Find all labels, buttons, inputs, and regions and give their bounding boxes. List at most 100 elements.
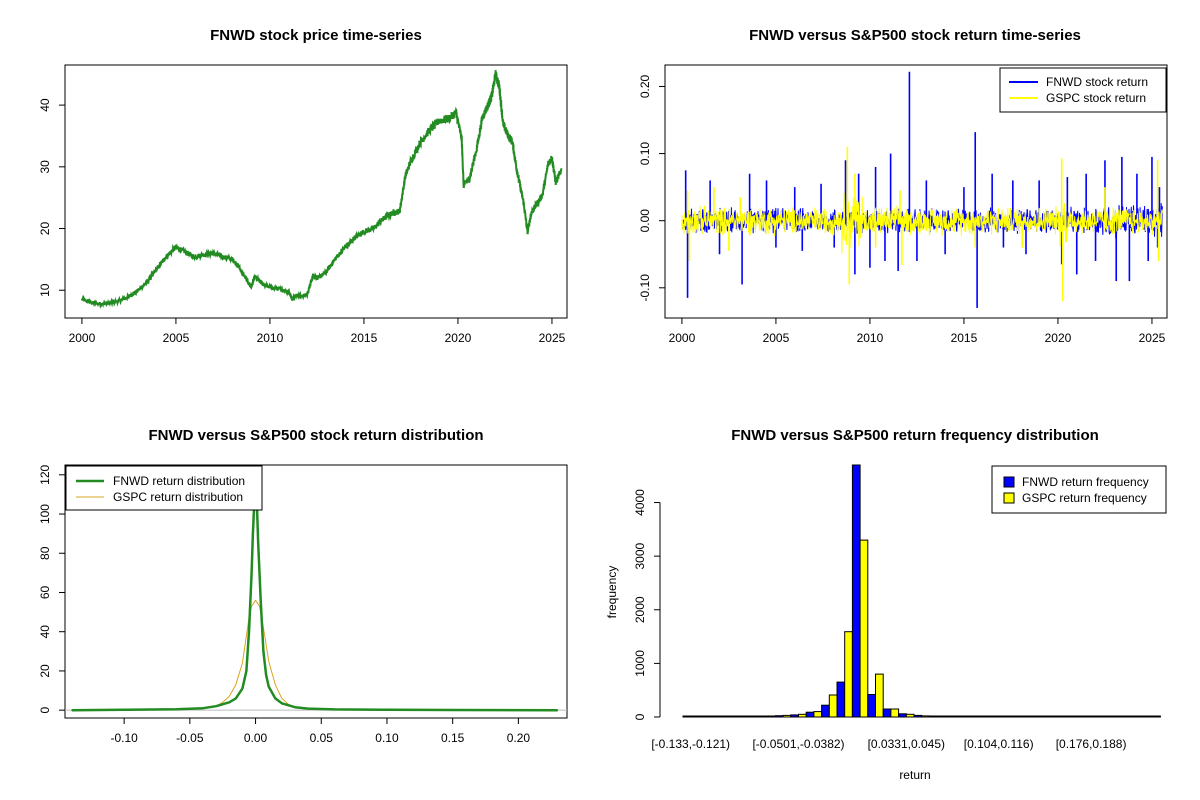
- gspc-frequency-bar: [813, 711, 823, 718]
- x-tick-label: 2015: [351, 331, 378, 345]
- gspc-frequency-bar: [982, 715, 992, 718]
- return-timeseries-title: FNWD versus S&P500 stock return time-ser…: [749, 27, 1081, 44]
- fnwd-frequency-bar: [928, 715, 938, 718]
- x-tick-label: 2020: [1045, 331, 1072, 345]
- return-density-title: FNWD versus S&P500 stock return distribu…: [148, 427, 483, 444]
- y-tick-label: 0.00: [638, 209, 652, 233]
- gspc-frequency-bar: [828, 694, 838, 718]
- gspc-frequency-bar: [905, 713, 915, 718]
- frequency-histogram-x-axis: [-0.133,-0.121) [-0.0501,-0.0382) [0.0331,…: [651, 737, 1126, 751]
- y-tick-label: 3000: [633, 542, 647, 569]
- gspc-frequency-bar: [767, 715, 776, 718]
- fnwd-frequency-bar: [959, 715, 969, 718]
- x-tick-label: 0.20: [507, 731, 531, 745]
- y-tick-label: 10: [38, 283, 52, 297]
- fnwd-frequency-bar: [1113, 715, 1123, 718]
- gspc-frequency-bar: [721, 715, 730, 718]
- legend-gspc-frequency-label: GSPC return frequency: [1022, 491, 1147, 505]
- x-tick-label: 2020: [445, 331, 472, 345]
- fnwd-frequency-bar: [713, 715, 722, 718]
- y-tick-label: 0: [38, 706, 52, 713]
- fnwd-frequency-bar: [975, 715, 984, 718]
- gspc-frequency-bar: [736, 715, 746, 718]
- fnwd-frequency-bar: [1067, 715, 1077, 718]
- x-tick-label: 2025: [539, 331, 566, 345]
- frequency-histogram-panel: FNWD versus S&P500 return frequency dist…: [605, 427, 1167, 782]
- gspc-frequency-bar: [1075, 715, 1084, 718]
- gspc-frequency-bar: [1152, 715, 1161, 718]
- return-density-x-axis: -0.10 -0.05 0.00 0.05 0.10 0.15 0.20: [110, 717, 531, 745]
- fnwd-frequency-bar: [805, 711, 815, 718]
- return-timeseries-x-axis: 2000 2005 2010 2015 2020 2025: [669, 317, 1166, 345]
- gspc-frequency-bar: [1029, 715, 1038, 718]
- fnwd-frequency-bar: [774, 715, 784, 718]
- y-tick-label: 80: [38, 546, 52, 560]
- y-tick-label: 120: [38, 464, 52, 484]
- legend-fnwd-frequency-label: FNWD return frequency: [1022, 475, 1149, 489]
- fnwd-frequency-bar: [990, 715, 1000, 718]
- x-tick-label: 2005: [763, 331, 790, 345]
- gspc-frequency-bar: [690, 715, 699, 718]
- y-tick-label: 20: [38, 664, 52, 678]
- price-chart-y-axis: 10 20 30 40: [38, 98, 66, 297]
- fnwd-price-line: [80, 70, 563, 309]
- return-density-legend: FNWD return distribution GSPC return dis…: [65, 465, 263, 511]
- gspc-frequency-bar: [936, 715, 946, 718]
- x-tick-label: -0.10: [110, 731, 138, 745]
- x-tick-label: [-0.0501,-0.0382): [752, 737, 844, 751]
- y-tick-label: 2000: [633, 596, 647, 623]
- y-tick-label: 100: [38, 504, 52, 524]
- fnwd-frequency-bar: [867, 694, 876, 718]
- gspc-frequency-bar: [890, 708, 900, 718]
- fnwd-frequency-bar: [898, 713, 907, 718]
- frequency-histogram-plot-area: [682, 464, 1161, 718]
- gspc-frequency-bar: [921, 715, 930, 718]
- fnwd-frequency-bar: [1036, 715, 1046, 718]
- x-tick-label: [0.104,0.116): [964, 737, 1034, 751]
- gspc-frequency-bar: [998, 715, 1007, 718]
- fnwd-frequency-bar: [759, 715, 769, 718]
- x-tick-label: 0.05: [310, 731, 334, 745]
- fnwd-frequency-bar: [913, 714, 923, 718]
- frequency-histogram-y-label: frequency: [605, 566, 619, 619]
- return-timeseries-y-axis: -0.10 0.00 0.10 0.20: [638, 74, 666, 301]
- fnwd-frequency-bar: [1005, 715, 1015, 718]
- x-tick-label: 2000: [669, 331, 696, 345]
- gspc-frequency-bar: [859, 539, 869, 718]
- fnwd-frequency-bar: [1082, 715, 1092, 718]
- x-tick-label: 2015: [951, 331, 978, 345]
- gspc-frequency-bar: [1090, 715, 1100, 718]
- gspc-frequency-bar: [782, 714, 792, 718]
- fnwd-frequency-bar: [744, 715, 753, 718]
- return-density-panel: FNWD versus S&P500 stock return distribu…: [38, 427, 568, 745]
- legend-gspc-frequency-swatch: [1003, 492, 1015, 504]
- x-tick-label: 2005: [163, 331, 190, 345]
- gspc-return-line: [681, 192, 1163, 254]
- y-tick-label: 0: [633, 713, 647, 720]
- fnwd-frequency-bar: [697, 715, 707, 718]
- gspc-frequency-bar: [875, 673, 884, 718]
- fnwd-frequency-bar: [790, 714, 799, 718]
- frequency-histogram-legend: FNWD return frequency GSPC return freque…: [991, 465, 1167, 514]
- x-tick-label: -0.05: [176, 731, 204, 745]
- price-chart-x-axis: 2000 2005 2010 2015 2020 2025: [69, 317, 566, 345]
- price-chart-title: FNWD stock price time-series: [210, 27, 422, 44]
- gspc-frequency-bar: [844, 631, 853, 718]
- x-tick-label: 0.15: [441, 731, 465, 745]
- y-tick-label: 0.20: [638, 74, 652, 98]
- fnwd-frequency-bar: [1144, 715, 1154, 718]
- fnwd-frequency-bar: [882, 708, 892, 718]
- fnwd-frequency-bar: [1098, 715, 1108, 718]
- return-timeseries-panel: FNWD versus S&P500 stock return time-ser…: [638, 27, 1168, 345]
- y-tick-label: 20: [38, 222, 52, 236]
- price-chart-panel: FNWD stock price time-series 2000 2005 201…: [38, 27, 568, 345]
- fnwd-frequency-bar: [836, 681, 846, 718]
- gspc-frequency-bar: [751, 715, 761, 718]
- gspc-frequency-bar: [798, 713, 807, 718]
- legend-box: [999, 67, 1167, 113]
- gspc-frequency-bar: [952, 715, 961, 718]
- x-tick-label: [-0.133,-0.121): [651, 737, 730, 751]
- y-tick-label: 40: [38, 625, 52, 639]
- fnwd-frequency-bar: [851, 464, 861, 718]
